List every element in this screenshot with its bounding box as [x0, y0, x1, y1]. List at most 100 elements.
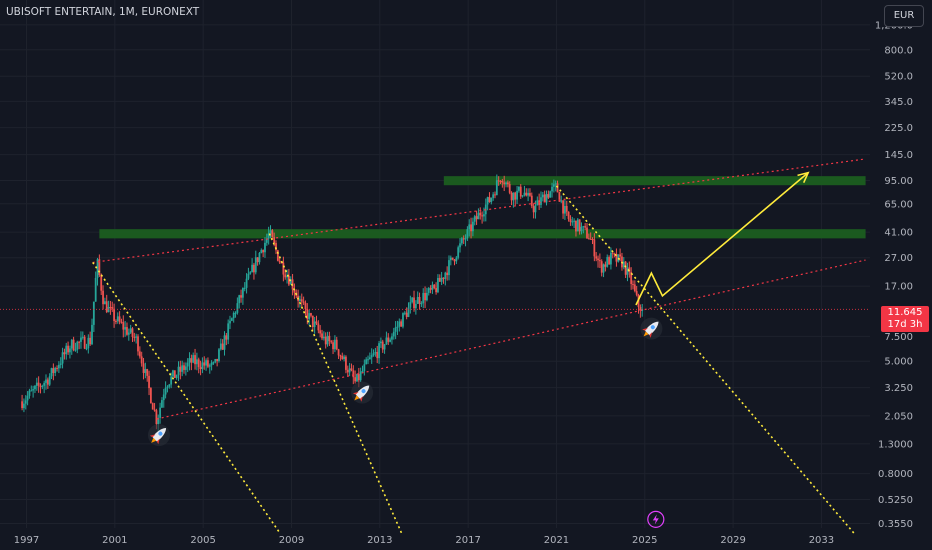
candle-body	[83, 336, 86, 349]
candle-body	[225, 335, 228, 340]
candle-body	[148, 375, 150, 389]
x-tick-label: 2013	[367, 535, 392, 546]
candle-body	[52, 368, 55, 374]
rocket-icon	[640, 317, 663, 340]
candle-body	[488, 197, 491, 203]
candle-body	[587, 238, 590, 240]
candle-body	[352, 370, 355, 378]
candle-body	[133, 336, 136, 338]
candle-body	[376, 351, 379, 359]
candle-body	[28, 390, 31, 396]
candle-body	[129, 328, 132, 333]
candle-body	[311, 315, 314, 328]
candle-body	[464, 238, 467, 240]
candle-body	[413, 297, 415, 309]
currency-button[interactable]: EUR	[884, 5, 924, 27]
y-tick-label: 520.0	[884, 72, 913, 83]
candle-body	[30, 390, 33, 392]
candle-body	[470, 224, 472, 232]
candle-body	[357, 373, 360, 381]
candle-body	[624, 261, 627, 275]
candle-body	[479, 212, 482, 216]
candle-body	[549, 191, 552, 198]
candle-body	[23, 403, 25, 409]
candle-body	[276, 250, 279, 261]
candle-body	[199, 367, 202, 370]
candle-body	[102, 290, 104, 305]
candle-body	[333, 339, 336, 350]
rocket-fins	[642, 327, 653, 338]
candle-body	[492, 194, 495, 198]
candle-body	[495, 180, 498, 196]
candle-body	[381, 341, 384, 350]
candle-body	[446, 272, 449, 276]
candle-body	[96, 259, 99, 278]
candle-body	[337, 349, 340, 356]
candle-body	[391, 336, 393, 340]
candle-body	[508, 184, 511, 193]
candle-body	[149, 388, 152, 404]
y-tick-label: 0.8000	[878, 469, 913, 480]
candle-body	[416, 297, 419, 304]
y-tick-label: 2.050	[884, 411, 913, 422]
candle-body	[161, 400, 163, 408]
lightning-bolt	[652, 514, 659, 525]
x-tick-label: 2001	[102, 535, 127, 546]
candle-body	[608, 257, 610, 265]
candle-body	[61, 352, 64, 364]
candle-body	[540, 197, 542, 205]
candle-body	[543, 194, 546, 203]
rocket-window	[158, 431, 163, 436]
candle-body	[610, 252, 612, 265]
candle-body	[247, 273, 250, 279]
candle-body	[527, 193, 530, 196]
y-tick-label: 345.0	[884, 97, 913, 108]
candle-body	[490, 197, 493, 203]
candle-body	[124, 327, 127, 330]
candle-body	[184, 366, 187, 370]
candle-body	[85, 348, 88, 350]
candle-body	[387, 337, 390, 342]
y-tick-label: 41.00	[884, 228, 913, 239]
candle-body	[142, 363, 145, 373]
candle-body	[223, 335, 226, 350]
candle-body	[481, 215, 484, 217]
candle-body	[449, 257, 452, 261]
y-tick-label: 1.3000	[878, 439, 913, 450]
resistance-zone	[99, 229, 866, 239]
candle-body	[552, 184, 555, 187]
candle-body	[35, 382, 38, 386]
candle-body	[641, 308, 644, 311]
candle-body	[94, 277, 97, 302]
candle-body	[560, 200, 563, 202]
candle-body	[41, 385, 44, 387]
candle-body	[398, 321, 401, 327]
y-tick-label: 145.0	[884, 150, 913, 161]
candle-body	[541, 194, 544, 198]
candle-body	[586, 227, 588, 239]
candle-body	[166, 386, 169, 388]
candle-body	[448, 260, 450, 276]
candle-body	[442, 277, 445, 279]
candle-body	[551, 186, 553, 192]
candle-body	[569, 218, 572, 222]
candle-body	[494, 194, 496, 196]
candle-body	[324, 336, 327, 345]
candle-body	[304, 302, 307, 310]
candle-body	[545, 194, 548, 203]
candle-body	[400, 321, 403, 327]
candle-body	[615, 253, 618, 262]
candle-body	[554, 183, 557, 185]
x-tick-label: 2005	[190, 535, 215, 546]
candle-body	[639, 307, 642, 311]
candle-body	[565, 205, 568, 212]
candle-body	[195, 359, 198, 365]
candle-body	[162, 394, 165, 401]
y-tick-label: 17.00	[884, 282, 913, 293]
candle-body	[523, 192, 526, 196]
candle-body	[308, 313, 311, 320]
rocket-icon	[147, 424, 170, 447]
candle-body	[459, 243, 461, 248]
